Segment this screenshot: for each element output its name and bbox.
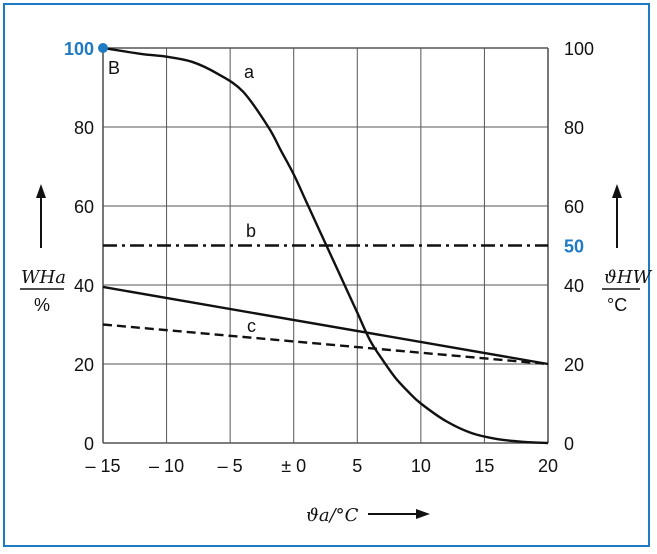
x-axis-arrow-icon — [416, 509, 430, 519]
x-tick-label: 15 — [474, 456, 494, 476]
curve-label-c: c — [247, 316, 256, 336]
x-axis-title: ϑa/°C — [306, 505, 359, 526]
y-right-tick-label: 80 — [564, 118, 584, 138]
x-tick-label: 20 — [538, 456, 558, 476]
y-right-highlight-label: 50 — [564, 237, 584, 257]
x-tick-label: 5 — [352, 456, 362, 476]
grid-lines — [102, 47, 549, 444]
chart-frame — [3, 3, 650, 547]
curve-c-3 — [102, 323, 549, 366]
x-tick-label: – 10 — [149, 456, 184, 476]
x-tick-label: – 5 — [218, 456, 243, 476]
curves — [102, 46, 549, 445]
y-left-tick-label: 0 — [84, 434, 94, 454]
left-axis-title-num: WHa — [21, 267, 66, 288]
y-right-tick-label: 60 — [564, 197, 584, 217]
right-axis-title-den: °C — [607, 295, 627, 315]
tick-labels: – 15 – 10 – 5 ± 0 5 10 15 20 0 20 40 60 80 100 0 20 40 60… — [64, 39, 594, 476]
point-b-marker — [98, 43, 108, 53]
y-right-tick-label: 0 — [564, 434, 574, 454]
curve-label-b: b — [246, 221, 256, 241]
right-axis-arrow-icon — [612, 184, 622, 198]
y-left-tick-label: 100 — [64, 39, 94, 59]
left-axis-arrow-icon — [36, 184, 46, 198]
right-axis-title-num: ϑHW — [604, 267, 653, 288]
y-left-tick-label: 20 — [74, 355, 94, 375]
y-left-tick-label: 60 — [74, 197, 94, 217]
curve-line-2 — [102, 285, 549, 366]
x-tick-label: – 15 — [85, 456, 120, 476]
y-left-tick-label: 80 — [74, 118, 94, 138]
left-axis-title-den: % — [34, 295, 50, 315]
x-tick-label: ± 0 — [281, 456, 306, 476]
curve-label-a: a — [244, 62, 255, 82]
point-b-label: B — [108, 58, 120, 78]
x-tick-label: 10 — [411, 456, 431, 476]
y-right-tick-label: 20 — [564, 355, 584, 375]
y-left-tick-label: 40 — [74, 276, 94, 296]
curve-a-0 — [102, 46, 549, 445]
y-right-tick-label: 100 — [564, 39, 594, 59]
y-right-tick-label: 40 — [564, 276, 584, 296]
